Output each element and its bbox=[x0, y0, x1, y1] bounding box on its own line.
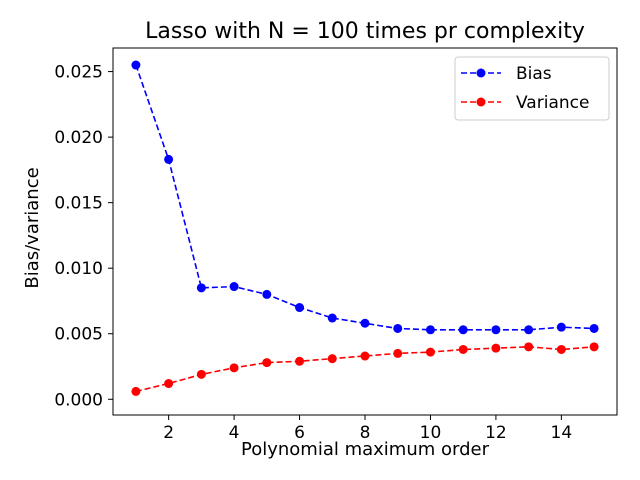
data-point-variance bbox=[262, 358, 272, 368]
data-point-bias bbox=[458, 325, 468, 335]
data-point-variance bbox=[589, 342, 599, 352]
data-point-variance bbox=[458, 344, 468, 354]
x-tick-label: 6 bbox=[294, 423, 305, 443]
x-tick-label: 14 bbox=[551, 423, 573, 443]
y-tick-label: 0.005 bbox=[54, 325, 103, 345]
y-axis-ticks: 0.000 0.005 0.010 0.015 0.020 0.025 bbox=[54, 63, 113, 410]
y-tick-label: 0.015 bbox=[54, 194, 103, 214]
data-point-bias bbox=[262, 289, 272, 299]
data-point-bias bbox=[556, 322, 566, 332]
data-point-variance bbox=[131, 386, 141, 396]
x-tick-label: 10 bbox=[420, 423, 442, 443]
data-point-variance bbox=[196, 369, 206, 379]
x-tick-label: 4 bbox=[229, 423, 240, 443]
data-point-bias bbox=[425, 325, 435, 335]
data-point-bias bbox=[524, 325, 534, 335]
series-bias bbox=[131, 60, 599, 335]
legend-item-bias: Bias bbox=[461, 64, 552, 84]
y-axis-label: Bias/variance bbox=[22, 167, 43, 288]
chart-title: Lasso with N = 100 times pr complexity bbox=[145, 19, 585, 44]
y-tick-label: 0.010 bbox=[54, 259, 103, 279]
legend-marker-variance bbox=[476, 97, 486, 107]
data-point-bias bbox=[360, 318, 370, 328]
x-tick-label: 8 bbox=[360, 423, 371, 443]
data-point-bias bbox=[196, 283, 206, 293]
data-point-variance bbox=[360, 351, 370, 361]
x-axis-label: Polynomial maximum order bbox=[241, 439, 490, 460]
x-axis-ticks: 2 4 6 8 10 12 14 bbox=[163, 415, 572, 443]
y-tick-label: 0.025 bbox=[54, 63, 103, 83]
data-point-bias bbox=[131, 60, 141, 70]
data-point-variance bbox=[556, 344, 566, 354]
data-point-variance bbox=[164, 379, 174, 389]
legend-label-variance: Variance bbox=[516, 93, 589, 113]
legend: Bias Variance bbox=[454, 56, 610, 121]
data-point-variance bbox=[295, 356, 305, 366]
series-variance bbox=[131, 342, 599, 396]
data-point-bias bbox=[589, 323, 599, 333]
data-point-variance bbox=[491, 343, 501, 353]
data-point-variance bbox=[393, 348, 403, 358]
x-tick-label: 2 bbox=[163, 423, 174, 443]
data-point-bias bbox=[491, 325, 501, 335]
legend-item-variance: Variance bbox=[461, 93, 589, 113]
y-tick-label: 0.000 bbox=[54, 390, 103, 410]
legend-label-bias: Bias bbox=[516, 64, 552, 84]
data-point-variance bbox=[229, 363, 239, 373]
data-point-variance bbox=[425, 347, 435, 357]
series-layer bbox=[131, 60, 599, 396]
data-point-bias bbox=[295, 303, 305, 313]
y-tick-label: 0.020 bbox=[54, 128, 103, 148]
data-point-bias bbox=[229, 282, 239, 292]
data-point-variance bbox=[524, 342, 534, 352]
data-point-bias bbox=[327, 313, 337, 323]
data-point-bias bbox=[164, 154, 174, 164]
data-point-variance bbox=[327, 354, 337, 364]
data-point-bias bbox=[393, 323, 403, 333]
x-tick-label: 12 bbox=[485, 423, 507, 443]
legend-marker-bias bbox=[476, 68, 486, 78]
